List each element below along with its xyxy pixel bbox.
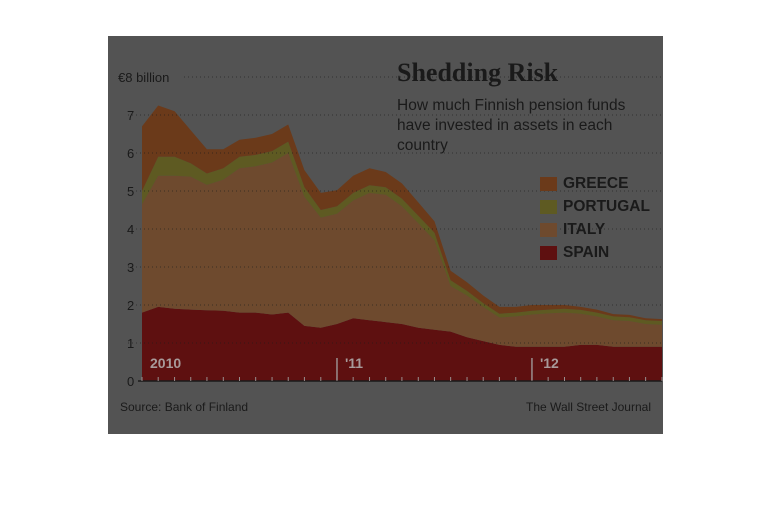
legend-item-portugal: PORTUGAL: [540, 195, 650, 218]
legend-item-greece: GREECE: [540, 172, 650, 195]
legend-swatch-italy: [540, 222, 557, 237]
legend: GREECE PORTUGAL ITALY SPAIN: [540, 172, 650, 264]
x-year-label-11: '11: [345, 355, 363, 371]
y-tick-label-5: 5: [127, 184, 134, 199]
legend-swatch-portugal: [540, 199, 557, 214]
chart-panel: 0 1 2 3 4 5 6 7 €8 billion 2010 '11 '12 Shedding Ri…: [108, 36, 663, 434]
x-year-label-12: '12: [540, 355, 559, 371]
legend-item-spain: SPAIN: [540, 241, 650, 264]
y-tick-label-0: 0: [127, 374, 134, 389]
publisher-credit: The Wall Street Journal: [526, 400, 651, 414]
y-tick-label-2: 2: [127, 298, 134, 313]
legend-swatch-greece: [540, 176, 557, 191]
chart-title: Shedding Risk: [397, 58, 559, 87]
y-tick-label-8: €8 billion: [118, 70, 169, 85]
source-note: Source: Bank of Finland: [120, 400, 249, 414]
stacked-area-chart: 0 1 2 3 4 5 6 7 €8 billion 2010 '11 '12: [118, 70, 663, 389]
y-tick-label-6: 6: [127, 146, 134, 161]
legend-label-greece: GREECE: [563, 174, 629, 192]
y-tick-label-3: 3: [127, 260, 134, 275]
y-tick-label-1: 1: [127, 336, 134, 351]
legend-swatch-spain: [540, 245, 557, 260]
legend-label-italy: ITALY: [563, 220, 606, 238]
chart-subtitle: How much Finnish pension funds have inve…: [397, 97, 626, 154]
legend-item-italy: ITALY: [540, 218, 650, 241]
legend-label-portugal: PORTUGAL: [563, 197, 650, 215]
y-tick-label-7: 7: [127, 108, 134, 123]
legend-label-spain: SPAIN: [563, 243, 610, 261]
y-tick-label-4: 4: [127, 222, 134, 237]
x-year-label-2010: 2010: [150, 355, 181, 371]
area-italy: [142, 153, 662, 347]
